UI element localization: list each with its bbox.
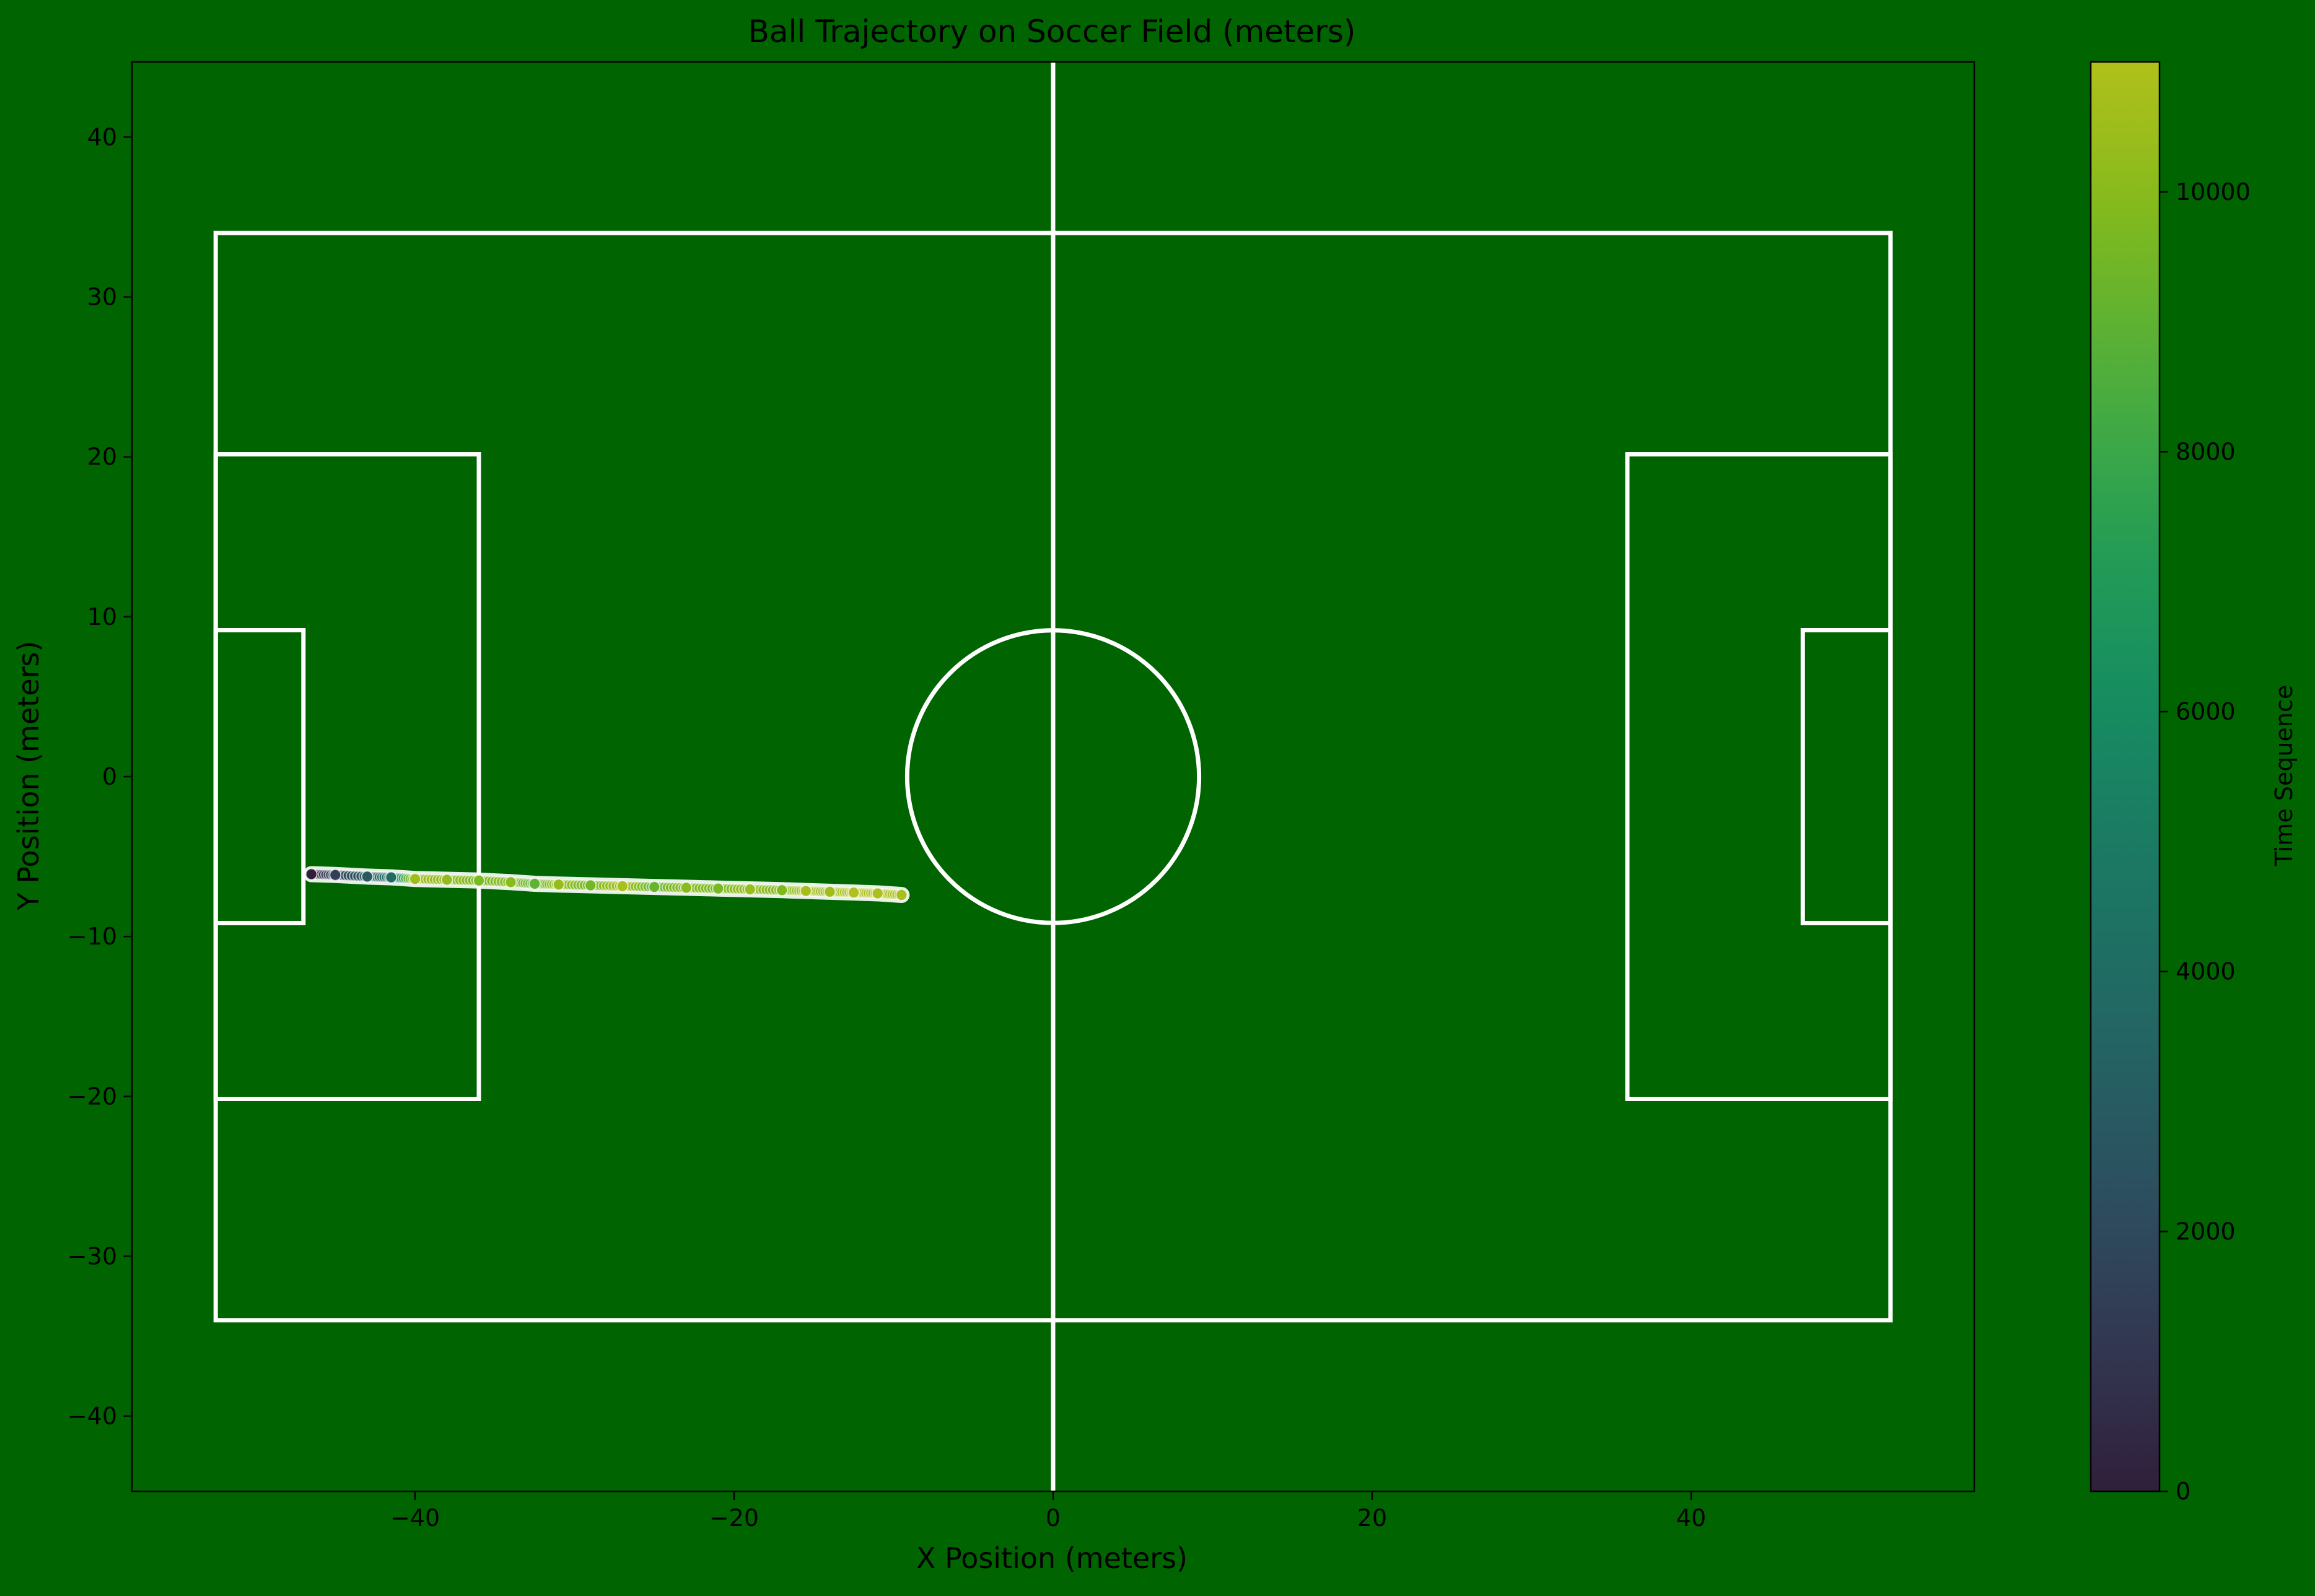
colorbar-tick-label: 6000 — [2176, 698, 2236, 725]
goal-area-right — [1800, 628, 1893, 925]
data-point — [409, 873, 422, 886]
y-tick-label: 40 — [87, 123, 117, 150]
x-axis-label: X Position (meters) — [916, 1541, 1188, 1575]
y-tick-label: 30 — [87, 284, 117, 311]
data-point — [871, 887, 884, 900]
colorbar-scale — [2090, 61, 2161, 1493]
data-point — [823, 885, 836, 898]
data-point — [895, 889, 908, 902]
center-circle — [904, 628, 1202, 925]
data-point — [648, 881, 661, 894]
y-tick-label: −20 — [68, 1083, 117, 1110]
penalty-area-right — [1625, 452, 1893, 1101]
x-tick-label: −20 — [709, 1504, 759, 1532]
data-point — [712, 882, 725, 895]
y-tick-label: −40 — [68, 1403, 117, 1430]
x-tick-label: 20 — [1357, 1504, 1387, 1532]
colorbar-tick-label: 0 — [2176, 1478, 2190, 1505]
x-tick-label: 40 — [1676, 1504, 1706, 1532]
colorbar-tick-label: 10000 — [2176, 178, 2251, 206]
data-point — [528, 877, 541, 890]
data-point — [847, 886, 860, 899]
y-tick-label: 10 — [87, 603, 117, 630]
data-point — [776, 884, 789, 897]
data-point — [552, 878, 565, 891]
data-point — [680, 881, 693, 894]
data-point — [385, 871, 398, 884]
data-point — [799, 884, 812, 897]
y-axis-label: Y Position (meters) — [12, 641, 45, 911]
x-tick-label: 0 — [1046, 1504, 1061, 1532]
colorbar-tick-label: 8000 — [2176, 438, 2236, 465]
y-tick-label: 0 — [102, 763, 117, 790]
y-tick-label: −10 — [68, 923, 117, 950]
y-tick-label: −30 — [68, 1242, 117, 1270]
data-point — [305, 868, 318, 881]
colorbar-label: Time Sequence — [2270, 685, 2298, 867]
data-point — [743, 883, 756, 896]
plot-area: −40 −20 0 20 40 −40 −30 −20 −10 0 10 20 30 40 — [68, 61, 1976, 1532]
goal-area-left — [213, 628, 306, 925]
data-point — [473, 874, 486, 887]
data-point — [584, 879, 597, 892]
data-point — [329, 868, 342, 881]
colorbar-tick-label: 2000 — [2176, 1218, 2236, 1245]
colorbar: 0 2000 4000 6000 8000 10000 — [2090, 61, 2251, 1505]
chart-title: Ball Trajectory on Soccer Field (meters) — [748, 14, 1356, 50]
x-tick-label: −40 — [390, 1504, 440, 1532]
y-tick-label: 20 — [87, 443, 117, 471]
colorbar-tick-label: 4000 — [2176, 958, 2236, 985]
data-point — [361, 870, 374, 883]
data-point — [440, 873, 453, 886]
data-point — [616, 879, 629, 892]
penalty-area-left — [213, 452, 481, 1101]
data-point — [504, 876, 517, 889]
